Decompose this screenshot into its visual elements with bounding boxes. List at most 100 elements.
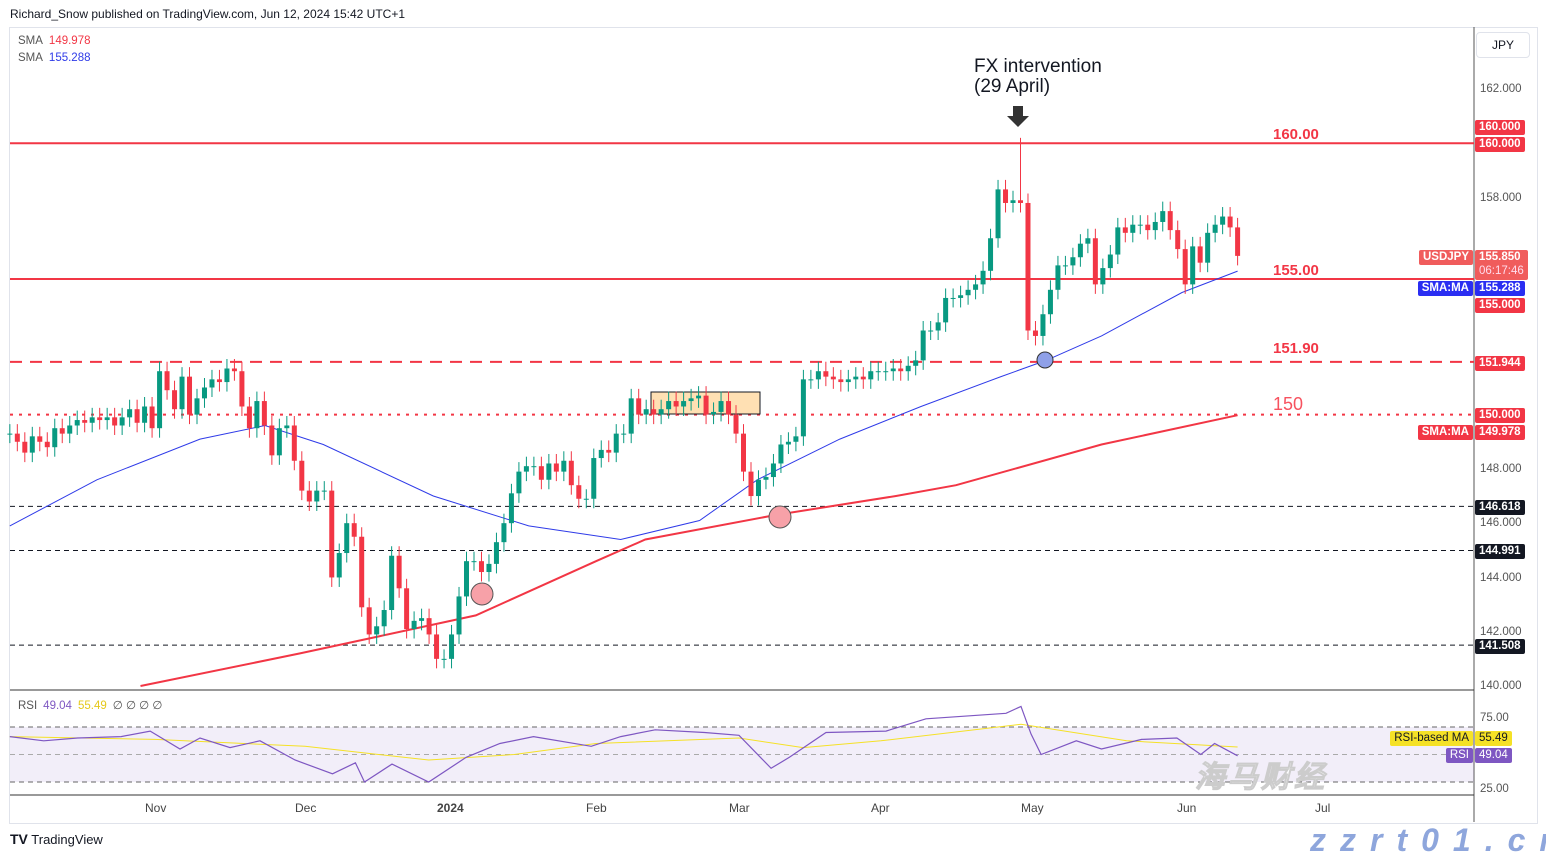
candle[interactable] (688, 388, 694, 411)
candle[interactable] (1175, 220, 1181, 259)
candle[interactable] (1100, 258, 1106, 294)
candle[interactable] (269, 415, 275, 465)
candle[interactable] (411, 611, 417, 639)
candle[interactable] (89, 407, 95, 433)
candle[interactable] (651, 399, 657, 425)
candle[interactable] (928, 321, 934, 341)
candle[interactable] (1220, 207, 1226, 235)
candle[interactable] (359, 527, 365, 617)
candle[interactable] (74, 410, 80, 435)
candle[interactable] (351, 513, 357, 547)
candle[interactable] (913, 350, 919, 376)
candle[interactable] (22, 432, 28, 463)
candle[interactable] (119, 407, 125, 435)
candle[interactable] (321, 481, 327, 501)
candle[interactable] (194, 388, 200, 425)
candle[interactable] (478, 551, 484, 582)
candle[interactable] (434, 624, 440, 669)
candle[interactable] (613, 424, 619, 463)
candle[interactable] (1010, 190, 1016, 213)
candle[interactable] (598, 440, 604, 468)
candle[interactable] (201, 377, 207, 408)
candle[interactable] (426, 608, 432, 644)
candle[interactable] (1115, 217, 1121, 265)
currency-button[interactable]: JPY (1476, 32, 1530, 58)
candle[interactable] (157, 361, 163, 438)
candle[interactable] (576, 475, 582, 509)
candle[interactable] (59, 418, 65, 444)
candle[interactable] (82, 410, 88, 433)
candle[interactable] (800, 369, 806, 446)
candle[interactable] (823, 361, 829, 387)
candle[interactable] (703, 386, 709, 425)
candle[interactable] (785, 432, 791, 454)
candle[interactable] (1032, 321, 1038, 346)
tradingview-logo[interactable]: TV TradingView (10, 831, 103, 847)
candle[interactable] (246, 396, 252, 438)
candle[interactable] (179, 367, 185, 419)
candle[interactable] (943, 288, 949, 332)
candle[interactable] (306, 481, 312, 511)
candle[interactable] (231, 359, 237, 381)
candle[interactable] (134, 399, 140, 433)
candle[interactable] (696, 386, 702, 408)
candle[interactable] (1182, 239, 1188, 294)
legend-sma-50[interactable]: SMA 155.288 (18, 52, 91, 64)
candle[interactable] (261, 391, 267, 435)
candle[interactable] (741, 424, 747, 482)
candle[interactable] (733, 405, 739, 444)
candle[interactable] (1085, 228, 1091, 254)
candle[interactable] (187, 367, 193, 425)
candle[interactable] (1040, 304, 1046, 346)
candle[interactable] (868, 361, 874, 389)
candle[interactable] (1122, 217, 1128, 243)
candle[interactable] (643, 399, 649, 425)
candle[interactable] (419, 608, 425, 631)
candle[interactable] (890, 359, 896, 381)
candle[interactable] (973, 274, 979, 300)
candle[interactable] (1212, 215, 1218, 243)
candle[interactable] (37, 426, 43, 452)
candle[interactable] (299, 451, 305, 501)
candle[interactable] (344, 513, 350, 563)
candle[interactable] (1003, 179, 1009, 213)
candle[interactable] (980, 261, 986, 294)
candle[interactable] (673, 391, 679, 416)
candle[interactable] (464, 551, 470, 606)
candle[interactable] (838, 369, 844, 392)
candle[interactable] (763, 467, 769, 490)
candle[interactable] (755, 470, 761, 506)
candle[interactable] (958, 285, 964, 308)
candle[interactable] (172, 380, 178, 419)
candle[interactable] (1025, 193, 1031, 341)
candle[interactable] (516, 462, 522, 503)
candle[interactable] (793, 426, 799, 452)
candle[interactable] (44, 432, 50, 457)
candle[interactable] (239, 361, 245, 416)
candle[interactable] (1152, 212, 1158, 240)
candle[interactable] (486, 554, 492, 582)
candle[interactable] (381, 600, 387, 636)
candle[interactable] (853, 367, 859, 389)
candle[interactable] (224, 359, 230, 392)
candle[interactable] (538, 456, 544, 490)
candle[interactable] (808, 369, 814, 389)
candle[interactable] (1235, 217, 1241, 266)
candle[interactable] (164, 361, 170, 400)
candle[interactable] (404, 578, 410, 639)
legend-rsi[interactable]: RSI 49.04 55.49 ∅ ∅ ∅ ∅ (18, 698, 162, 712)
candle[interactable] (995, 179, 1001, 248)
candle[interactable] (493, 532, 499, 574)
candle[interactable] (142, 396, 148, 433)
candle[interactable] (1190, 236, 1196, 294)
candle[interactable] (366, 597, 372, 644)
candle[interactable] (883, 361, 889, 381)
candle[interactable] (314, 481, 320, 511)
candle[interactable] (97, 407, 103, 430)
candle[interactable] (1137, 215, 1143, 235)
candle[interactable] (276, 418, 282, 465)
candle[interactable] (628, 388, 634, 444)
candle[interactable] (329, 481, 335, 587)
candle[interactable] (561, 451, 567, 482)
